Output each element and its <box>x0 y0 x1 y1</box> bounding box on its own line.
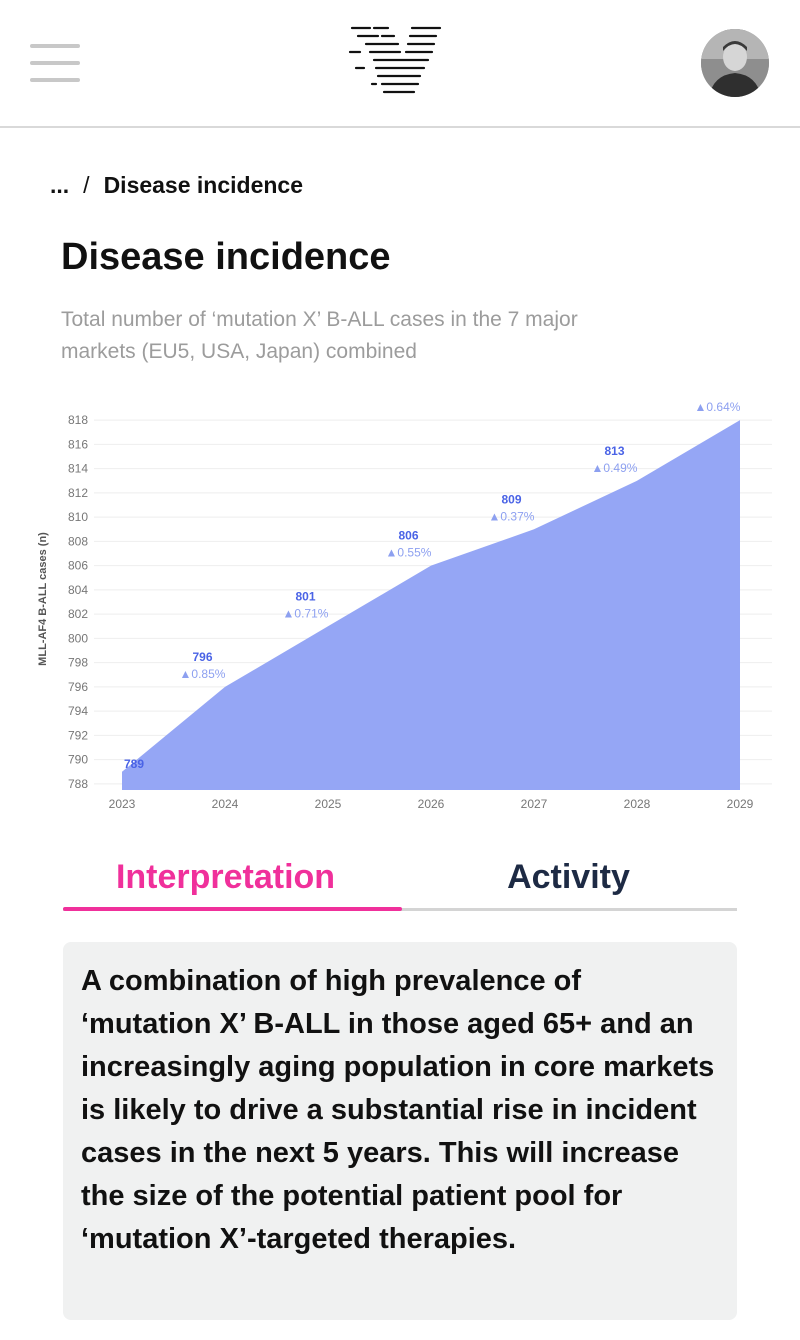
x-tick-label: 2027 <box>521 797 548 811</box>
area-series <box>122 420 740 790</box>
data-label: 796 <box>192 650 212 664</box>
page-title: Disease incidence <box>61 236 391 278</box>
breadcrumb-ellipsis[interactable]: ... <box>50 172 70 198</box>
brand-logo <box>348 26 442 94</box>
change-label: ▲0.64% <box>695 400 741 414</box>
y-axis-label: MLL-AF4 B-ALL cases (n) <box>37 532 49 666</box>
data-label: 801 <box>295 589 315 603</box>
y-tick-label: 804 <box>68 583 88 597</box>
breadcrumb: ... / Disease incidence <box>50 172 303 199</box>
y-tick-label: 794 <box>68 704 88 718</box>
data-label: 806 <box>398 529 418 543</box>
interpretation-card: A combination of high prevalence of ‘mut… <box>63 942 737 1320</box>
change-label: ▲0.71% <box>283 606 329 620</box>
y-tick-label: 816 <box>68 437 88 451</box>
x-tick-label: 2029 <box>727 797 754 811</box>
y-tick-label: 810 <box>68 510 88 524</box>
x-tick-label: 2024 <box>212 797 239 811</box>
data-label: 789 <box>124 757 144 771</box>
y-tick-label: 800 <box>68 631 88 645</box>
change-label: ▲0.85% <box>180 667 226 681</box>
user-avatar[interactable] <box>701 29 769 97</box>
y-tick-label: 798 <box>68 656 88 670</box>
y-tick-label: 818 <box>68 413 88 427</box>
y-tick-label: 806 <box>68 559 88 573</box>
data-label: 813 <box>604 444 624 458</box>
change-label: ▲0.49% <box>592 461 638 475</box>
tab-active-indicator <box>63 907 402 911</box>
user-avatar-icon <box>701 29 769 97</box>
x-tick-label: 2026 <box>418 797 445 811</box>
page-subtitle: Total number of ‘mutation X’ B-ALL cases… <box>61 308 578 363</box>
y-tick-label: 788 <box>68 777 88 791</box>
y-tick-label: 808 <box>68 534 88 548</box>
menu-icon[interactable] <box>30 44 80 82</box>
incidence-area-chart: 788 790 792 794 796 798 800 802 804 806 808 810 812 8… <box>37 400 772 811</box>
change-label: ▲0.55% <box>386 546 432 560</box>
change-label: ▲0.37% <box>489 509 535 523</box>
y-tick-label: 790 <box>68 753 88 767</box>
y-tick-label: 792 <box>68 728 88 742</box>
app-header <box>0 0 800 128</box>
data-label: 809 <box>501 492 521 506</box>
y-tick-label: 812 <box>68 486 88 500</box>
y-tick-label: 814 <box>68 462 88 476</box>
tab-bar: Interpretation Activity <box>63 852 737 912</box>
tab-interpretation[interactable]: Interpretation <box>115 858 336 896</box>
breadcrumb-separator: / <box>83 172 90 198</box>
y-tick-label: 802 <box>68 607 88 621</box>
x-tick-label: 2028 <box>624 797 651 811</box>
interpretation-text: A combination of high prevalence of ‘mut… <box>81 965 715 1255</box>
y-tick-label: 796 <box>68 680 88 694</box>
x-tick-label: 2025 <box>315 797 342 811</box>
tab-activity[interactable]: Activity <box>507 858 630 896</box>
x-tick-label: 2023 <box>109 797 136 811</box>
breadcrumb-current: Disease incidence <box>103 172 304 198</box>
